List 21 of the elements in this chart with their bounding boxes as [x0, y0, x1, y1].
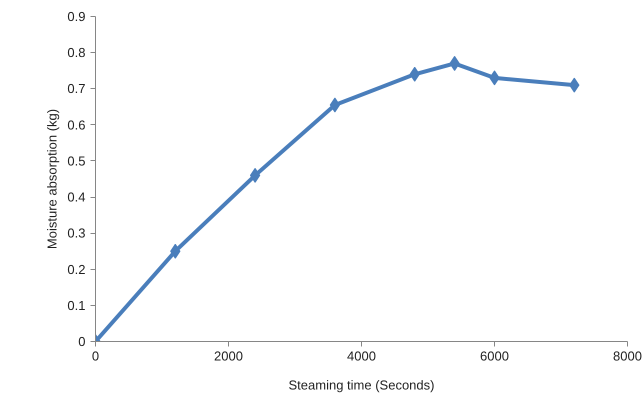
point — [489, 70, 500, 86]
x-axis-title: Steaming time (Seconds) — [288, 378, 434, 392]
y-tick-label: 0.4 — [67, 190, 86, 205]
x-tick-label: 2000 — [214, 348, 243, 364]
y-tick-label: 0 — [78, 334, 86, 349]
point — [250, 168, 260, 183]
point — [449, 56, 460, 71]
x-tick-label: 8000 — [613, 348, 642, 364]
y-tick-label: 0.8 — [67, 45, 86, 60]
y-tick-label: 0.6 — [67, 117, 86, 132]
y-axis-title: Moisture absorption (kg) — [44, 108, 60, 250]
x-tick-label: 6000 — [480, 348, 509, 364]
y-tick-label: 0.5 — [67, 153, 86, 168]
x-tick-label: 0 — [92, 348, 100, 364]
y-tick-label: 0.3 — [67, 226, 86, 241]
y-tick-label: 0.1 — [67, 298, 86, 313]
y-tick-label: 0.9 — [67, 9, 86, 24]
y-tick-label: 0.7 — [67, 81, 86, 96]
y-tick-label: 0.2 — [67, 262, 86, 277]
x-tick-label: 4000 — [347, 348, 376, 364]
point — [330, 97, 340, 112]
